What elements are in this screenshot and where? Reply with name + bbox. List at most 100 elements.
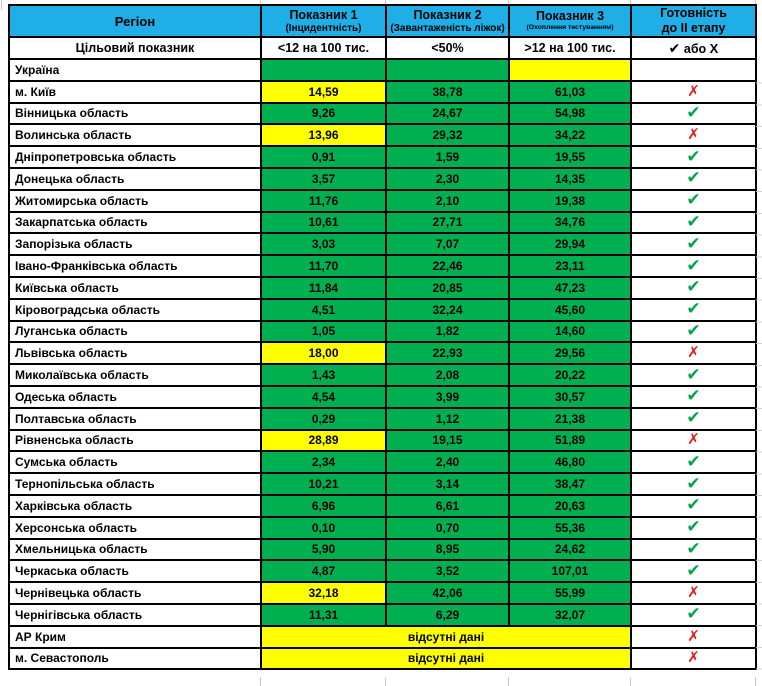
region-cell: Волинська область — [8, 123, 262, 148]
indicator2-title: Показник 2 — [413, 8, 482, 22]
readiness-cell: ✔ — [630, 363, 757, 387]
table-row: Миколаївська область 1,43 2,08 20,22 ✔ — [8, 363, 757, 387]
region-cell: Донецька область — [8, 166, 262, 191]
readiness-cell: ✔ — [630, 450, 757, 475]
region-cell: АР Крим — [8, 624, 262, 649]
indicator2-cell: 3,99 — [385, 384, 510, 409]
check-icon: ✔ — [686, 364, 701, 384]
gridline-tick — [508, 677, 509, 686]
gridline-tick — [385, 677, 386, 686]
table-row: Луганська область 1,05 1,82 14,60 ✔ — [8, 319, 757, 344]
readiness-cell: ✔ — [630, 319, 757, 344]
table-row: Полтавська область 0,29 1,12 21,38 ✔ — [8, 406, 757, 431]
spreadsheet-gridlines-right — [756, 62, 762, 682]
indicator1-cell: 3,57 — [260, 166, 387, 191]
region-cell: Сумська область — [8, 450, 262, 475]
no-data-cell: відсутні дані — [260, 646, 632, 671]
indicator1-cell: 0,29 — [260, 406, 387, 431]
indicator2-cell — [385, 58, 510, 82]
table-row: Житомирська область 11,76 2,10 19,38 ✔ — [8, 188, 757, 213]
check-icon: ✔ — [686, 560, 701, 580]
indicator3-cell: 24,62 — [508, 537, 632, 562]
table-row: Тернопільська область 10,21 3,14 38,47 ✔ — [8, 472, 757, 496]
indicator2-cell: 1,12 — [385, 406, 510, 431]
region-cell: Полтавська область — [8, 406, 262, 431]
indicator1-cell: 10,61 — [260, 210, 387, 235]
indicator3-cell: 45,60 — [508, 297, 632, 322]
indicator1-cell: 11,76 — [260, 188, 387, 213]
check-icon: ✔ — [686, 495, 701, 515]
indicator2-cell: 27,71 — [385, 210, 510, 235]
cross-icon: ✗ — [687, 627, 700, 645]
indicator2-cell: 22,93 — [385, 341, 510, 366]
indicator3-cell: 23,11 — [508, 254, 632, 278]
indicator3-cell: 14,35 — [508, 166, 632, 191]
indicator3-cell: 46,80 — [508, 450, 632, 475]
readiness-cell: ✗ — [630, 581, 757, 605]
table-row: Харківська область 6,96 6,61 20,63 ✔ — [8, 493, 757, 518]
col-header-region: Регіон — [8, 4, 262, 38]
region-cell: Харківська область — [8, 493, 262, 518]
indicator3-cell: 19,55 — [508, 145, 632, 169]
readiness-cell: ✔ — [630, 145, 757, 169]
indicator2-cell: 1,59 — [385, 145, 510, 169]
indicator1-cell — [260, 58, 387, 82]
check-icon: ✔ — [686, 277, 701, 297]
region-cell: Івано-Франківська область — [8, 254, 262, 278]
check-icon: ✔ — [686, 604, 701, 624]
indicator2-cell: 6,61 — [385, 493, 510, 518]
gridline-tick — [260, 0, 261, 4]
check-icon: ✔ — [686, 320, 701, 340]
region-cell: Київська область — [8, 275, 262, 300]
region-cell: Дніпропетровська область — [8, 145, 262, 169]
readiness-cell: ✗ — [630, 79, 757, 104]
target-indicator1: <12 на 100 тис. — [260, 36, 387, 60]
indicator2-cell: 29,32 — [385, 123, 510, 148]
indicator2-cell: 42,06 — [385, 581, 510, 605]
no-data-cell: відсутні дані — [260, 624, 632, 649]
indicator1-cell: 0,91 — [260, 145, 387, 169]
table-row: Чернігівська область 11,31 6,29 32,07 ✔ — [8, 602, 757, 627]
region-cell: Запорізька область — [8, 232, 262, 257]
region-cell: Тернопільська область — [8, 472, 262, 496]
indicator3-cell: 20,63 — [508, 493, 632, 518]
indicator3-cell: 34,22 — [508, 123, 632, 148]
check-icon: ✔ — [686, 190, 701, 210]
check-icon: ✔ — [668, 39, 681, 56]
gridline-tick — [755, 0, 756, 4]
indicator1-cell: 2,34 — [260, 450, 387, 475]
indicator2-cell: 38,78 — [385, 79, 510, 104]
table-row: Україна — [8, 58, 757, 82]
readiness-cell: ✔ — [630, 166, 757, 191]
indicator2-cell: 2,08 — [385, 363, 510, 387]
indicator3-cell: 54,98 — [508, 101, 632, 126]
indicator1-cell: 6,96 — [260, 493, 387, 518]
indicator2-cell: 0,70 — [385, 515, 510, 540]
indicator3-cell: 55,36 — [508, 515, 632, 540]
indicator3-cell: 21,38 — [508, 406, 632, 431]
table-row: Київська область 11,84 20,85 47,23 ✔ — [8, 275, 757, 300]
indicator3-cell: 107,01 — [508, 559, 632, 584]
indicator3-cell: 20,22 — [508, 363, 632, 387]
col-header-readiness: Готовність до ІІ етапу — [630, 4, 757, 38]
readiness-cell: ✔ — [630, 515, 757, 540]
readiness-cell: ✔ — [630, 493, 757, 518]
indicator2-subtitle: (Завантаженість ліжок) — [390, 23, 505, 34]
table-row: Львівська область 18,00 22,93 29,56 ✗ — [8, 341, 757, 366]
check-icon: ✔ — [686, 517, 701, 537]
check-icon: ✔ — [686, 538, 701, 558]
readiness-cell: ✔ — [630, 602, 757, 627]
col-header-indicator3: Показник 3 (Охоплення тестуванням) — [508, 4, 632, 38]
cross-icon: ✗ — [687, 431, 700, 449]
indicator1-cell: 4,87 — [260, 559, 387, 584]
region-cell: Україна — [8, 58, 262, 82]
table-row: АР Крим відсутні дані ✗ — [8, 624, 757, 649]
indicator1-cell: 11,31 — [260, 602, 387, 627]
region-cell: Житомирська область — [8, 188, 262, 213]
table-row: м. Севастополь відсутні дані ✗ — [8, 646, 757, 671]
region-cell: Одеська область — [8, 384, 262, 409]
readiness-cell: ✔ — [630, 254, 757, 278]
indicator2-cell: 2,40 — [385, 450, 510, 475]
target-indicator3: >12 на 100 тис. — [508, 36, 632, 60]
table-row: Сумська область 2,34 2,40 46,80 ✔ — [8, 450, 757, 475]
